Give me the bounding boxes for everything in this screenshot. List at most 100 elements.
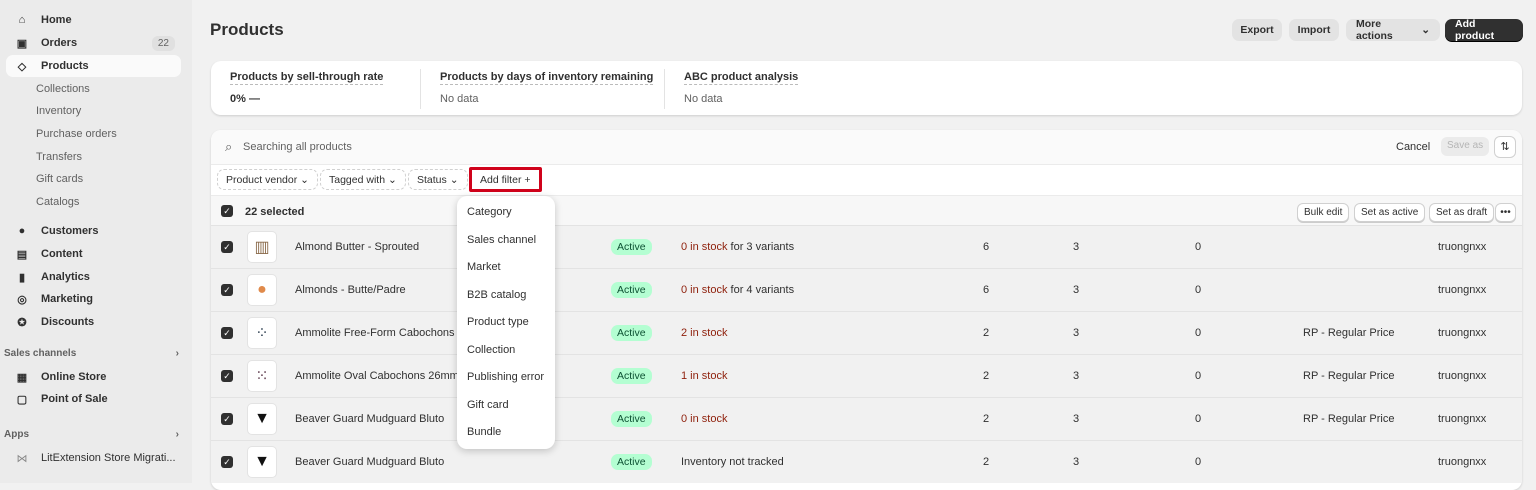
filter-option-b2b-catalog[interactable]: B2B catalog — [467, 288, 527, 301]
metric-sell-through[interactable]: Products by sell-through rate 0% — — [230, 71, 384, 105]
markets-count: 2 — [983, 370, 990, 382]
product-name[interactable]: Almond Butter - Sprouted — [295, 241, 420, 253]
sidebar-item-content[interactable]: ▤ Content — [16, 248, 83, 261]
sort-icon[interactable]: ⇅ — [1494, 136, 1516, 158]
catalog-cell: RP - Regular Price — [1303, 327, 1395, 339]
sidebar-item-point-of-sale[interactable]: ▢ Point of Sale — [16, 393, 108, 406]
vendor-cell: truongnxx — [1438, 370, 1487, 382]
channels-count: 3 — [1073, 241, 1080, 253]
table-row[interactable]: ✓ ▼ Beaver Guard Mudguard Bluto Active I… — [211, 440, 1522, 483]
product-name[interactable]: Almonds - Butte/Padre — [295, 284, 406, 296]
markets-count: 6 — [983, 284, 990, 296]
inventory-cell: Inventory not tracked — [681, 456, 784, 468]
home-icon: ⌂ — [18, 14, 26, 26]
divider — [664, 69, 665, 109]
product-name[interactable]: Beaver Guard Mudguard Bluto — [295, 456, 445, 468]
status-badge: Active — [611, 325, 652, 341]
sidebar-item-transfers[interactable]: Transfers — [36, 151, 83, 163]
filter-option-category[interactable]: Category — [467, 206, 512, 218]
row-checkbox[interactable]: ✓ — [221, 456, 233, 468]
status-badge: Active — [611, 411, 652, 427]
vendor-cell: truongnxx — [1438, 456, 1487, 468]
search-bar: ⌕ Searching all products Cancel Save as … — [211, 130, 1522, 165]
add-product-button[interactable]: Add product — [1445, 18, 1523, 42]
sidebar-item-products[interactable]: ◇ Products — [6, 55, 181, 77]
filter-status[interactable]: Status ⌄ — [408, 169, 468, 190]
sales-channels-header[interactable]: Sales channels › — [4, 348, 179, 359]
table-row[interactable]: ✓ ⁙ Ammolite Oval Cabochons 26mm Active … — [211, 354, 1522, 397]
product-thumbnail: ⁙ — [247, 360, 277, 392]
select-all-checkbox[interactable]: ✓ — [221, 205, 233, 217]
app-icon: ⋈ — [16, 452, 28, 465]
save-as-button[interactable]: Save as — [1441, 137, 1490, 156]
channels-count: 3 — [1073, 284, 1080, 296]
sidebar-item-analytics[interactable]: ▮ Analytics — [6, 266, 181, 288]
markets-count: 2 — [983, 327, 990, 339]
more-actions-button[interactable]: More actions ⌄ — [1346, 18, 1440, 42]
vendor-cell: truongnxx — [1438, 284, 1487, 296]
sidebar-item-litextension[interactable]: ⋈ LitExtension Store Migrati... — [16, 452, 176, 465]
filter-option-collection[interactable]: Collection — [467, 343, 516, 356]
set-draft-button[interactable]: Set as draft — [1429, 203, 1495, 222]
sidebar-item-purchase-orders[interactable]: Purchase orders — [36, 128, 117, 140]
filter-option-sales-channel[interactable]: Sales channel — [467, 233, 537, 246]
sidebar-item-collections[interactable]: Collections — [36, 83, 90, 95]
product-name[interactable]: Ammolite Free-Form Cabochons — [295, 327, 455, 339]
status-badge: Active — [611, 368, 652, 384]
add-filter-button[interactable]: Add filter + — [469, 167, 542, 192]
more-icon[interactable]: ••• — [1495, 203, 1516, 222]
row-checkbox[interactable]: ✓ — [221, 413, 233, 425]
metric-days-inventory[interactable]: Products by days of inventory remaining N… — [440, 71, 654, 105]
inventory-cell: 0 in stock for 3 variants — [681, 241, 795, 253]
vendor-cell: truongnxx — [1438, 241, 1487, 253]
sidebar-item-catalogs[interactable]: Catalogs — [36, 196, 80, 208]
status-badge: Active — [611, 239, 652, 255]
sidebar: ⌂ Home ▣ Orders 22 ◇ Products Collections In… — [0, 0, 192, 483]
channels-count: 3 — [1073, 327, 1080, 339]
search-input[interactable]: Searching all products — [243, 141, 352, 153]
product-thumbnail: ▼ — [247, 446, 277, 478]
table-row[interactable]: ✓ ⁘ Ammolite Free-Form Cabochons Active … — [211, 311, 1522, 354]
b2b-count: 0 — [1195, 327, 1202, 339]
product-name[interactable]: Beaver Guard Mudguard Bluto — [295, 413, 445, 425]
sidebar-item-customers[interactable]: ● Customers — [6, 220, 181, 242]
import-button[interactable]: Import — [1289, 19, 1339, 41]
row-checkbox[interactable]: ✓ — [221, 284, 233, 296]
sidebar-item-marketing[interactable]: ◎ Marketing — [6, 288, 181, 310]
table-row[interactable]: ✓ ● Almonds - Butte/Padre Active 0 in st… — [211, 268, 1522, 311]
filter-product-vendor[interactable]: Product vendor ⌄ — [217, 169, 318, 190]
metric-abc-analysis[interactable]: ABC product analysis No data — [684, 71, 799, 105]
b2b-count: 0 — [1195, 413, 1202, 425]
main-content: Products Export Import More actions ⌄ Ad… — [192, 0, 1536, 490]
filter-option-gift-card[interactable]: Gift card — [467, 398, 509, 411]
sidebar-item-inventory[interactable]: Inventory — [36, 105, 82, 117]
set-active-button[interactable]: Set as active — [1354, 203, 1426, 222]
filter-option-publishing-error[interactable]: Publishing error — [467, 371, 545, 383]
row-checkbox[interactable]: ✓ — [221, 327, 233, 339]
sidebar-item-online-store[interactable]: ▦ Online Store — [16, 371, 107, 384]
product-name[interactable]: Ammolite Oval Cabochons 26mm — [295, 370, 459, 382]
row-checkbox[interactable]: ✓ — [221, 370, 233, 382]
chevron-right-icon: › — [175, 429, 179, 440]
filter-option-market[interactable]: Market — [467, 261, 501, 273]
table-row[interactable]: ✓ ▥ Almond Butter - Sprouted Active 0 in… — [211, 225, 1522, 268]
filter-option-product-type[interactable]: Product type — [467, 316, 529, 328]
b2b-count: 0 — [1195, 241, 1202, 253]
product-thumbnail: ● — [247, 274, 277, 306]
filter-option-bundle[interactable]: Bundle — [467, 426, 502, 438]
sidebar-item-home[interactable]: ⌂ Home — [6, 9, 181, 31]
search-icon: ⌕ — [225, 139, 233, 154]
bulk-edit-button[interactable]: Bulk edit — [1297, 203, 1350, 222]
apps-header[interactable]: Apps › — [4, 429, 179, 440]
b2b-count: 0 — [1195, 284, 1202, 296]
product-thumbnail: ⁘ — [247, 317, 277, 349]
sidebar-item-discounts[interactable]: ✪ Discounts — [6, 311, 181, 333]
sidebar-item-orders[interactable]: ▣ Orders 22 — [6, 32, 181, 54]
export-button[interactable]: Export — [1232, 19, 1282, 41]
filter-tagged-with[interactable]: Tagged with ⌄ — [320, 169, 406, 190]
sidebar-item-gift-cards[interactable]: Gift cards — [36, 173, 84, 185]
cancel-button[interactable]: Cancel — [1396, 141, 1431, 153]
catalog-cell: RP - Regular Price — [1303, 370, 1395, 382]
row-checkbox[interactable]: ✓ — [221, 241, 233, 253]
table-row[interactable]: ✓ ▼ Beaver Guard Mudguard Bluto Active 0… — [211, 397, 1522, 440]
